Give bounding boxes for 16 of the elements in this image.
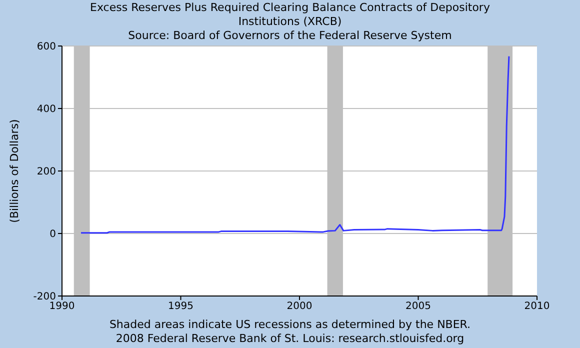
x-tick-label: 1995 [168,301,194,312]
y-tick-label: 0 [50,229,56,240]
chart-title: Excess Reserves Plus Required Clearing Balance Contracts of Depository Institutions (XRCB) [89,1,491,29]
y-tick-label: 200 [36,166,56,178]
line-series [80,56,510,234]
y-tick-label: 400 [36,104,56,116]
x-tick-label: 2000 [286,301,312,312]
y-tick-label: 600 [36,42,56,53]
y-tick-label: -200 [33,292,56,303]
x-tick-label: 2010 [524,301,550,312]
chart-subtitle: Source: Board of Governors of the Federal Reserve System [127,29,453,43]
x-tick-label: 2005 [406,301,431,312]
text: Shaded areas indicate US recessions as determined by the NBER. [108,318,472,332]
x-tick-label: 1990 [49,301,75,312]
y-axis-title: (Billions of Dollars) [8,119,21,223]
text: 2008 Federal Reserve Bank of St. Louis: research.stlouisfed.org [114,332,466,346]
